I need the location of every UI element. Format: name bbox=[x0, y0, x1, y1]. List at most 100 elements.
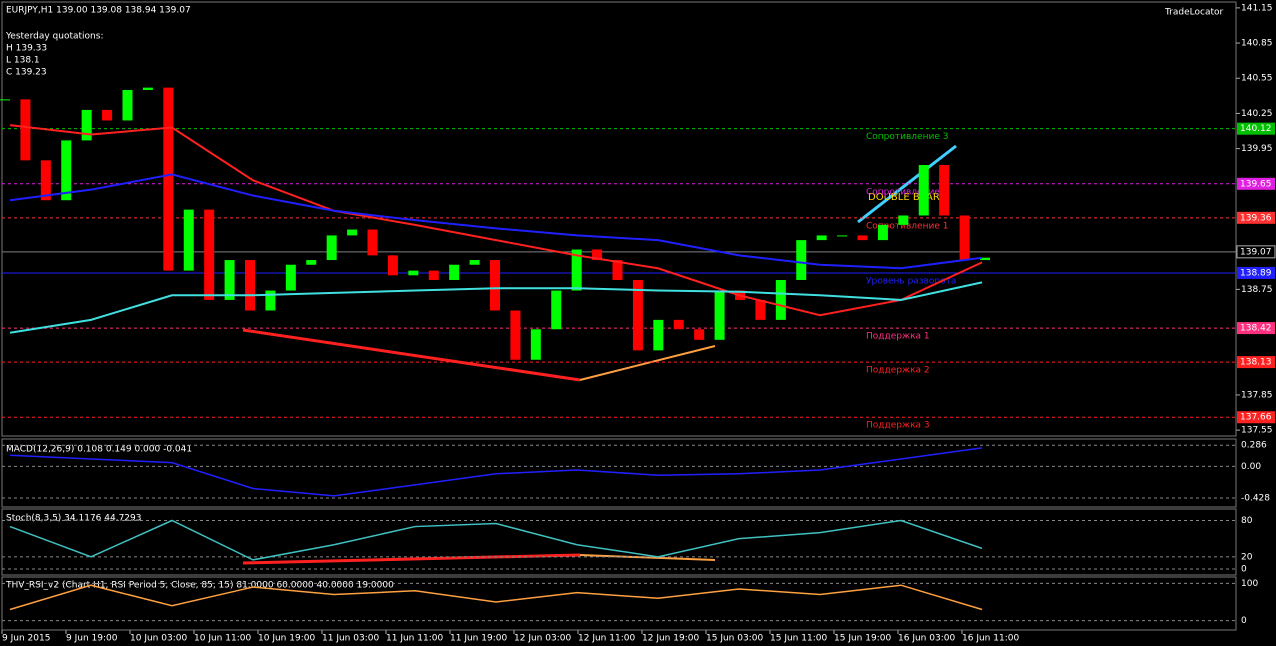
candle bbox=[428, 270, 439, 280]
candle bbox=[796, 240, 807, 280]
level-label: 139.07 bbox=[1240, 247, 1272, 257]
y-tick-label: 141.15 bbox=[1241, 3, 1273, 13]
y-tick-label: 140.55 bbox=[1241, 74, 1273, 84]
candle bbox=[775, 279, 786, 320]
pattern-label: DOUBLE BEAR bbox=[868, 192, 940, 203]
rsi-line bbox=[9, 584, 983, 611]
level-label: 138.13 bbox=[1240, 358, 1272, 368]
candle bbox=[898, 215, 909, 225]
y-tick-label: 137.55 bbox=[1241, 426, 1273, 436]
level-label: 139.36 bbox=[1240, 213, 1272, 223]
y-tick-label: -0.428 bbox=[1241, 493, 1270, 503]
macd-panel bbox=[1, 438, 1237, 508]
trend-line bbox=[579, 345, 716, 381]
candle bbox=[387, 255, 398, 276]
y-tick-label: 140.25 bbox=[1241, 109, 1273, 119]
candle bbox=[163, 87, 174, 271]
x-tick-label: 12 Jun 19:00 bbox=[642, 634, 699, 644]
candle bbox=[40, 160, 51, 201]
x-tick-label: 11 Jun 03:00 bbox=[322, 634, 379, 644]
level-name: Сопротивление 3 bbox=[866, 132, 948, 142]
x-tick-label: 10 Jun 03:00 bbox=[130, 634, 187, 644]
x-tick-label: 15 Jun 19:00 bbox=[834, 634, 891, 644]
y-tick-label: 139.95 bbox=[1241, 144, 1273, 154]
candle bbox=[81, 109, 92, 141]
y-tick-label: 0 bbox=[1241, 616, 1247, 626]
candle bbox=[102, 109, 113, 121]
candle bbox=[326, 235, 337, 261]
trend-line bbox=[242, 553, 581, 565]
level-name: Поддержка 2 bbox=[866, 366, 930, 376]
quote-low: L 138.1 bbox=[6, 56, 40, 66]
level-name: Сопротивление 2 bbox=[866, 187, 948, 197]
candle bbox=[285, 264, 296, 291]
candle bbox=[245, 260, 255, 311]
trend-line bbox=[579, 554, 716, 561]
candle bbox=[347, 229, 358, 236]
level-name: Сопротивление 1 bbox=[866, 221, 948, 231]
level-box bbox=[1237, 211, 1275, 224]
candle bbox=[0, 99, 10, 101]
candle bbox=[265, 290, 276, 311]
level-label: 137.66 bbox=[1240, 413, 1272, 423]
level-name: Поддержка 1 bbox=[866, 332, 930, 342]
candle bbox=[939, 165, 950, 216]
trend-line bbox=[857, 144, 957, 224]
candle bbox=[306, 260, 317, 265]
candle bbox=[551, 290, 562, 330]
x-tick-label: 9 Jun 2015 bbox=[2, 634, 50, 644]
stoch-panel bbox=[1, 508, 1237, 576]
y-tick-label: 0.286 bbox=[1241, 441, 1267, 451]
y-tick-label: 138.75 bbox=[1241, 285, 1273, 295]
main-panel bbox=[1, 1, 1237, 437]
quote-title: Yesterday quotations: bbox=[5, 32, 103, 42]
candle bbox=[918, 165, 929, 216]
level-label: 138.89 bbox=[1240, 268, 1272, 278]
candle bbox=[571, 249, 582, 291]
candle bbox=[224, 260, 235, 300]
candle bbox=[816, 235, 827, 241]
macd-line bbox=[9, 447, 983, 497]
candle bbox=[959, 215, 970, 261]
candle bbox=[510, 310, 521, 360]
level-box bbox=[1236, 245, 1276, 259]
level-label: 139.65 bbox=[1240, 179, 1272, 189]
candle bbox=[837, 235, 848, 237]
level-box bbox=[1237, 266, 1275, 279]
candle bbox=[408, 270, 419, 276]
level-box bbox=[1237, 411, 1275, 424]
quote-high: H 139.33 bbox=[6, 44, 47, 54]
candle bbox=[857, 235, 868, 241]
candle bbox=[20, 99, 31, 161]
level-label: 140.12 bbox=[1240, 124, 1272, 134]
moving-average bbox=[9, 281, 983, 334]
x-tick-label: 9 Jun 19:00 bbox=[66, 634, 118, 644]
candle bbox=[142, 87, 153, 90]
candle bbox=[592, 249, 603, 261]
candle bbox=[61, 140, 72, 201]
x-tick-label: 11 Jun 11:00 bbox=[386, 634, 443, 644]
x-tick-label: 16 Jun 03:00 bbox=[898, 634, 955, 644]
candle bbox=[490, 260, 500, 311]
candle bbox=[183, 209, 194, 271]
symbol-info: EURJPY,H1 139.00 139.08 138.94 139.07 bbox=[6, 6, 191, 16]
candle bbox=[714, 290, 725, 340]
macd-label: MACD(12,26,9) 0.108 0.149 0.000 -0.041 bbox=[6, 445, 192, 455]
stoch-label: Stoch(8,3,5) 34.1176 44.7293 bbox=[6, 514, 141, 524]
level-box bbox=[1237, 177, 1275, 190]
candle bbox=[980, 257, 990, 261]
x-tick-label: 16 Jun 11:00 bbox=[962, 634, 1019, 644]
y-tick-label: 100 bbox=[1241, 579, 1258, 589]
candle bbox=[122, 89, 133, 121]
rsi-label: THV_RSI_v2 (Chart H1, RSI Period 5, Clos… bbox=[5, 581, 394, 591]
x-tick-label: 15 Jun 11:00 bbox=[770, 634, 827, 644]
level-name: Поддержка 3 bbox=[866, 421, 930, 431]
y-tick-label: 80 bbox=[1241, 516, 1253, 526]
level-name: Уровень разворота bbox=[866, 276, 956, 286]
y-tick-label: 137.85 bbox=[1241, 390, 1273, 400]
candle bbox=[673, 319, 684, 330]
y-tick-label: 20 bbox=[1241, 552, 1253, 562]
x-tick-label: 12 Jun 03:00 bbox=[514, 634, 571, 644]
